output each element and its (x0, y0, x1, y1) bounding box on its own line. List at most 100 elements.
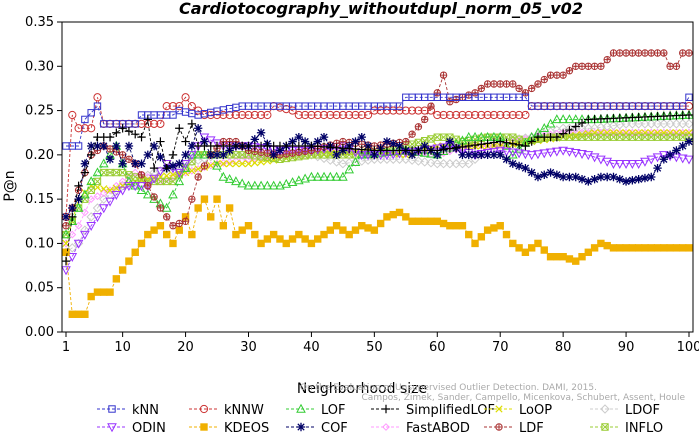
point-kdeos-13 (137, 239, 146, 248)
point-lof-44 (331, 171, 342, 181)
point-simplifiedlof-100 (684, 110, 694, 120)
point-odin-86 (596, 155, 606, 165)
point-kdeos-75 (527, 244, 536, 252)
point-ldof-90 (621, 119, 631, 129)
point-cof-42 (319, 132, 329, 142)
series-kdeos (62, 195, 693, 318)
point-simplifiedlof-4 (80, 168, 90, 177)
point-loop-7 (100, 185, 108, 193)
point-ldf-23 (200, 162, 209, 170)
point-cof-80 (558, 172, 568, 182)
point-kdeos-50 (370, 226, 379, 234)
legend-label-lof: LOF (321, 403, 346, 418)
point-kdeos-10 (118, 266, 127, 274)
point-ldf-79 (553, 71, 561, 79)
point-cof-85 (590, 175, 599, 184)
point-kdeos-43 (326, 226, 335, 234)
point-lof-19 (174, 176, 185, 186)
point-odin-10 (117, 186, 128, 196)
point-fastabod-18 (169, 173, 177, 181)
point-odin-15 (149, 174, 159, 184)
point-kdeos-88 (609, 244, 618, 252)
point-kdeos-78 (546, 253, 555, 261)
point-kdeos-27 (225, 204, 234, 212)
point-simplifiedlof-15 (149, 163, 159, 173)
point-ldof-94 (646, 119, 656, 129)
legend-label-fastabod: FastABOD (406, 421, 470, 434)
point-cof-67 (477, 150, 486, 160)
point-odin-83 (577, 150, 587, 160)
point-cof-56 (407, 150, 417, 160)
point-lof-79 (552, 114, 562, 124)
point-lof-47 (350, 156, 361, 166)
point-kdeos-54 (395, 208, 404, 217)
point-fastabod-85 (590, 128, 599, 137)
point-simplifiedlof-11 (124, 127, 134, 136)
point-kdeos-4 (81, 310, 89, 318)
y-tick-label-2: 0.10 (25, 236, 54, 251)
point-cof-27 (225, 146, 234, 155)
point-cof-84 (584, 177, 593, 186)
point-knn-12 (131, 120, 139, 128)
point-simplifiedlof-79 (552, 132, 562, 142)
point-ldf-88 (609, 49, 618, 57)
point-inflo-6 (93, 177, 102, 186)
point-odin-20 (180, 160, 191, 169)
legend-marker-inflo (601, 423, 609, 431)
point-ldf-96 (660, 49, 668, 57)
point-knnw-52 (382, 106, 392, 115)
point-kdeos-71 (502, 230, 511, 239)
point-kdeos-93 (641, 244, 649, 252)
y-tick-label-6: 0.30 (25, 59, 54, 74)
point-cof-62 (445, 137, 455, 146)
point-knnw-49 (363, 110, 373, 120)
legend-label-ldof: LDOF (625, 403, 660, 418)
point-knn-6 (93, 102, 102, 110)
point-kdeos-65 (465, 230, 473, 239)
legend-marker-simplifiedlof (381, 404, 391, 414)
point-simplifiedlof-74 (521, 141, 530, 151)
point-kdeos-30 (244, 222, 253, 230)
point-simplifiedlof-62 (445, 144, 455, 153)
legend-item-knnw: kNNW (189, 403, 264, 418)
point-kdeos-62 (446, 222, 454, 230)
point-kdeos-38 (295, 230, 303, 239)
point-lof-39 (300, 173, 310, 183)
point-ldof-96 (659, 119, 669, 129)
point-simplifiedlof-70 (496, 137, 505, 146)
point-ldf-17 (162, 213, 171, 221)
series-simplifiedlof (61, 110, 694, 266)
legend-marker-fastabod (382, 423, 390, 431)
point-odin-1 (61, 266, 71, 276)
point-simplifiedlof-13 (137, 132, 146, 142)
point-cof-92 (634, 175, 643, 184)
legend-marker-ldof (600, 404, 610, 414)
point-fastabod-89 (615, 128, 624, 137)
x-tick-label-6: 60 (429, 340, 446, 355)
point-cof-26 (219, 150, 228, 160)
x-tick-label-9: 90 (618, 340, 635, 355)
legend-label-knnw: kNNW (224, 403, 264, 418)
legend-label-simplifiedlof: SimplifiedLOF (406, 403, 495, 418)
point-simplifiedlof-18 (168, 150, 178, 160)
point-ldf-87 (603, 56, 611, 64)
x-tick-label-4: 40 (303, 340, 320, 355)
legend-marker-kdeos (200, 423, 208, 431)
point-cof-15 (149, 141, 159, 151)
point-simplifiedlof-68 (483, 139, 492, 148)
point-ldof-54 (394, 154, 405, 164)
point-knn-100 (685, 93, 693, 101)
point-odin-9 (111, 191, 122, 200)
point-lof-7 (98, 158, 109, 168)
point-cof-99 (678, 141, 687, 151)
point-knn-18 (169, 111, 177, 119)
point-cof-54 (395, 141, 404, 151)
point-cof-3 (74, 194, 83, 204)
legend-label-kdeos: KDEOS (224, 421, 269, 434)
point-cof-69 (489, 150, 499, 160)
point-fastabod-24 (206, 161, 215, 170)
point-simplifiedlof-2 (68, 212, 77, 222)
point-odin-94 (646, 155, 657, 165)
point-lof-14 (142, 189, 153, 199)
point-knnw-70 (496, 110, 505, 120)
